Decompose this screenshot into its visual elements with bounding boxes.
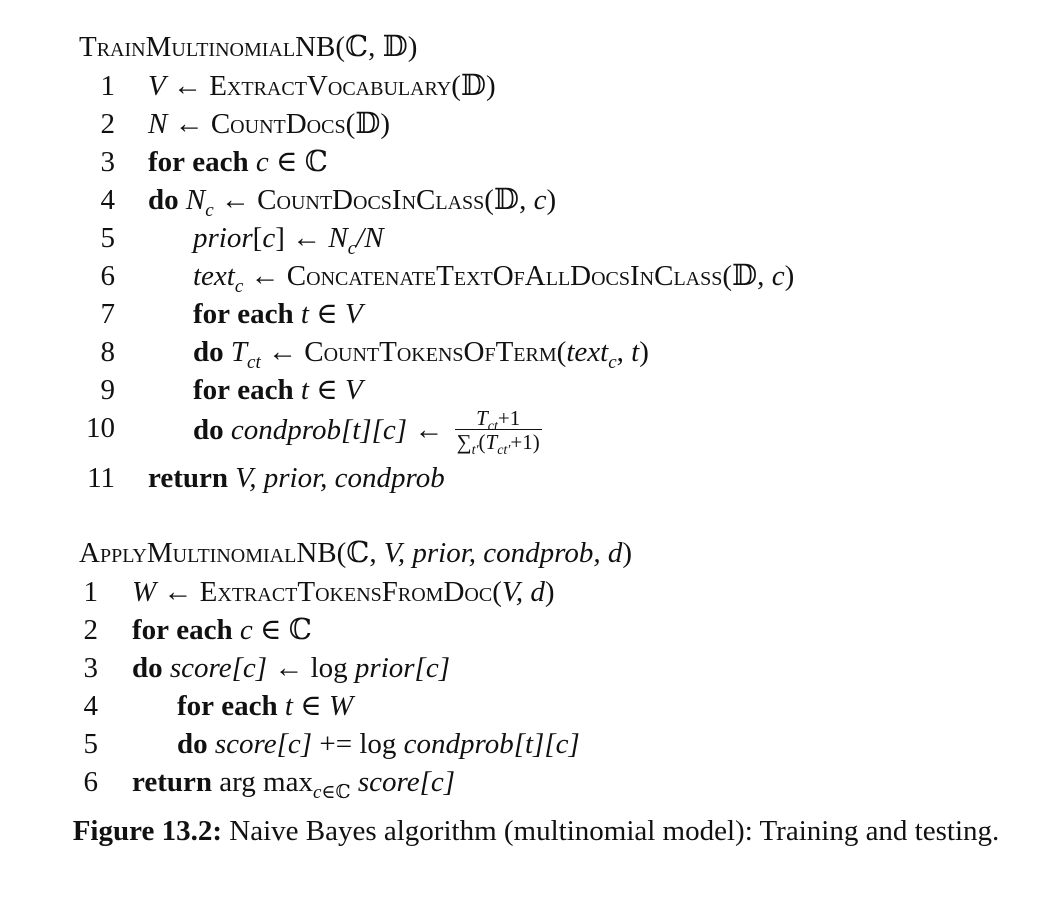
line-number: 5 [100, 222, 116, 254]
fraction-denominator: ∑t′(Tct′+1) [456, 430, 540, 459]
line-code: W ← ExtractTokensFromDoc(V, d) [132, 576, 555, 608]
figure-label: Figure 13.2: [72, 815, 222, 847]
line-code: V ← ExtractVocabulary(𝔻) [148, 70, 496, 102]
line-number: 4 [83, 690, 99, 722]
line-number: 3 [83, 652, 99, 684]
line-code: for each t ∈ V [193, 374, 363, 406]
line-code: for each c ∈ ℂ [148, 146, 328, 178]
line-number: 3 [100, 146, 116, 178]
train-function-args: (ℂ, 𝔻) [335, 31, 418, 63]
line-code: prior[c] ← Nc/N [193, 222, 384, 259]
line-number: 9 [100, 374, 116, 406]
line-number: 6 [83, 766, 99, 798]
line-number: 2 [100, 108, 116, 140]
line-code: for each t ∈ V [193, 298, 363, 330]
train-function-name: TrainMultinomialNB [79, 31, 336, 63]
line-number: 7 [100, 298, 116, 330]
fraction-numerator: Tct+1 [454, 407, 542, 434]
line-code: textc ← ConcatenateTextOfAllDocsInClass(… [193, 260, 795, 297]
apply-algorithm-title: ApplyMultinomialNB(ℂ, V, prior, condprob… [79, 537, 633, 569]
line-code: do score[c] ← log prior[c] [132, 652, 450, 684]
line-number: 10 [86, 412, 115, 444]
figure-caption: Figure 13.2: Naive Bayes algorithm (mult… [60, 814, 1012, 849]
line-number: 5 [83, 728, 99, 760]
line-number: 1 [83, 576, 99, 608]
line-code: return arg maxc∈ℂ score[c] [132, 766, 456, 803]
line-code: for each c ∈ ℂ [132, 614, 312, 646]
figure-caption-text: Naive Bayes algorithm (multinomial model… [222, 815, 1000, 847]
line-code: for each t ∈ W [177, 690, 354, 722]
line-code: return V, prior, condprob [148, 462, 445, 494]
line-number: 2 [83, 614, 99, 646]
line-number: 4 [100, 184, 116, 216]
line-code: do Tct ← CountTokensOfTerm(textc, t) [193, 336, 649, 373]
line-number: 6 [100, 260, 116, 292]
line-number: 11 [87, 462, 115, 494]
line-code: do condprob[t][c] ← Tct+1 ∑t′(Tct′+1) [193, 406, 542, 459]
apply-function-name: ApplyMultinomialNB [79, 537, 337, 569]
train-algorithm-title: TrainMultinomialNB(ℂ, 𝔻) [79, 30, 417, 64]
line-code: N ← CountDocs(𝔻) [148, 108, 391, 140]
line-number: 8 [100, 336, 116, 368]
line-code: do Nc ← CountDocsInClass(𝔻, c) [148, 184, 557, 221]
condprob-fraction: Tct+1 ∑t′(Tct′+1) [454, 407, 542, 459]
line-code: do score[c] += log condprob[t][c] [177, 728, 580, 760]
line-number: 1 [100, 70, 116, 102]
